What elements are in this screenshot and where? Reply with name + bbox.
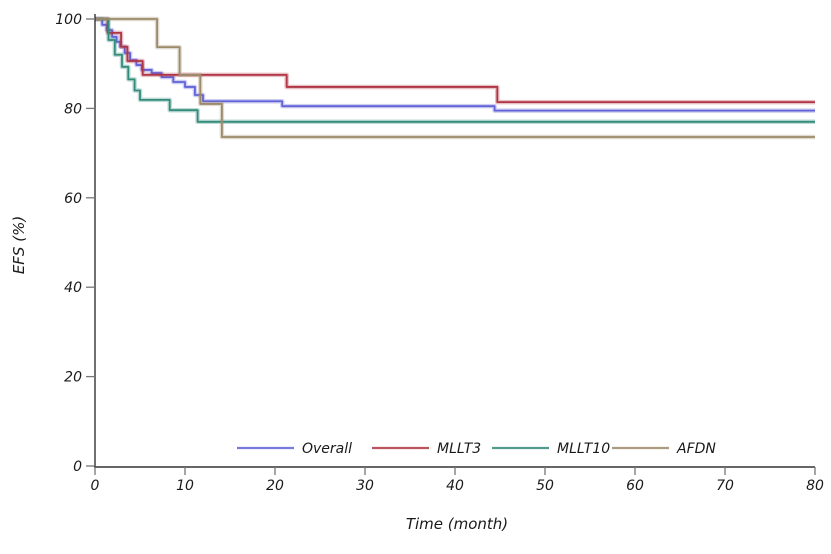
x-tick-label: 10 [176, 478, 194, 494]
x-tick-label: 60 [626, 478, 644, 494]
legend-label-mllt3: MLLT3 [437, 441, 481, 457]
x-axis-label: Time (month) [406, 515, 508, 533]
curve-afdn [95, 18, 815, 138]
x-tick-label: 40 [446, 478, 464, 494]
legend-item-overall: Overall [237, 441, 352, 457]
legend: Overall MLLT3 MLLT10 AFDN [237, 441, 716, 457]
legend-label-overall: Overall [302, 441, 352, 457]
x-tick-label: 50 [536, 478, 554, 494]
legend-item-mllt3: MLLT3 [372, 441, 481, 457]
legend-item-afdn: AFDN [612, 441, 716, 457]
y-tick-label: 20 [64, 370, 82, 386]
curve-mllt10 [95, 18, 815, 123]
survival-curves [95, 16, 815, 140]
legend-item-mllt10: MLLT10 [492, 441, 610, 457]
curve-halo-afdn [95, 16, 815, 140]
y-tick-label: 40 [64, 280, 82, 296]
curve-halo-mllt3 [95, 16, 815, 105]
x-tick-label: 70 [716, 478, 734, 494]
y-axis-label: EFS (%) [10, 216, 28, 274]
x-tick-label: 0 [91, 478, 100, 494]
x-tick-label: 80 [806, 478, 824, 494]
y-tick-label: 60 [64, 191, 82, 207]
y-tick-label: 0 [73, 459, 82, 475]
legend-label-mllt10: MLLT10 [557, 441, 610, 457]
axes: 0 10 20 30 40 50 60 70 80 0 20 40 60 80 100 [55, 12, 824, 494]
y-tick-label: 100 [55, 12, 82, 28]
curve-overall [95, 18, 815, 112]
y-tick-label: 80 [64, 101, 82, 117]
x-tick-label: 20 [266, 478, 284, 494]
curve-mllt3 [95, 18, 815, 104]
legend-label-afdn: AFDN [676, 441, 716, 457]
x-tick-label: 30 [356, 478, 374, 494]
